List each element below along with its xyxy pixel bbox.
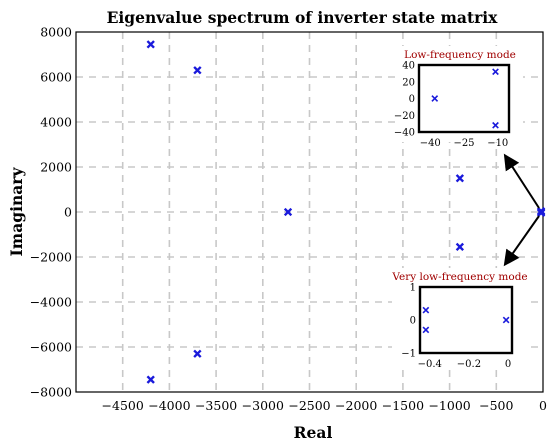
main-points: [146, 40, 546, 384]
x-tick-label: 0: [505, 359, 511, 370]
eigenvalue-point: [193, 349, 202, 358]
x-tick-label: −1500: [382, 398, 424, 413]
low-frequency-inset-points: [431, 68, 499, 129]
y-tick-label: −40: [394, 128, 415, 139]
y-tick-label: −4000: [30, 294, 72, 309]
very-low-frequency-inset-title: Very low-frequency mode: [391, 271, 527, 283]
eigenvalue-point: [455, 242, 465, 252]
very-low-frequency-inset-ticks: −0.4 −0.2 0 1 0 −1: [401, 283, 511, 371]
arrow-to-very-low-frequency-inset: [503, 215, 540, 267]
x-tick-label: −25: [453, 138, 474, 149]
x-tick-label: −4500: [102, 398, 144, 413]
x-tick-label: −0.4: [418, 359, 442, 370]
x-tick-label: −40: [420, 138, 441, 149]
y-tick-label: 40: [402, 61, 415, 72]
x-tick-label: −0.2: [457, 359, 481, 370]
eigenvalue-point: [146, 40, 155, 49]
y-tick-label: −1: [401, 349, 416, 360]
y-tick-label: −8000: [30, 384, 72, 399]
y-tick-label: 0: [410, 316, 416, 327]
x-tick-label: −10: [487, 138, 508, 149]
y-tick-label: 8000: [40, 24, 72, 39]
y-tick-label: −2000: [30, 249, 72, 264]
x-tick-label: −2000: [335, 398, 377, 413]
low-frequency-inset-frame: [417, 63, 511, 134]
y-tick-label: 0: [64, 204, 72, 219]
x-tick-label: −2500: [288, 398, 330, 413]
low-frequency-point: [431, 95, 439, 102]
x-tick-label: −4000: [148, 398, 190, 413]
x-tick-label: −1000: [428, 398, 470, 413]
very-low-frequency-inset: Very low-frequency mode −0.4 −0.2 0 1 0 −1: [391, 268, 528, 370]
x-tick-label: 0: [539, 398, 547, 413]
eigenvalue-point: [536, 208, 546, 218]
y-tick-label: 0: [409, 94, 415, 105]
low-frequency-point: [492, 121, 499, 129]
y-tick-label: 1: [410, 283, 416, 294]
y-axis-label: Imaginary: [7, 167, 26, 257]
eigenvalue-point: [283, 207, 293, 217]
eigenvalue-point: [146, 375, 155, 384]
y-tick-label: 6000: [40, 69, 72, 84]
y-tick-label: 2000: [40, 159, 72, 174]
y-tick-label: 4000: [40, 114, 72, 129]
very-low-frequency-inset-frame: [418, 285, 514, 355]
low-frequency-point: [492, 68, 499, 76]
very-low-frequency-point: [422, 326, 430, 334]
x-axis-label: Real: [294, 423, 333, 442]
eigenvalue-point: [455, 174, 465, 183]
x-tick-label: −500: [479, 398, 513, 413]
very-low-frequency-point: [422, 306, 430, 314]
x-tick-label: −3500: [195, 398, 237, 413]
eigenvalue-point: [193, 66, 202, 75]
chart-title: Eigenvalue spectrum of inverter state ma…: [107, 8, 499, 27]
main-tick-labels: −4500 −4000 −3500 −3000 −2500 −2000 −1500 −1000…: [30, 24, 547, 413]
y-tick-label: −20: [394, 111, 415, 122]
very-low-frequency-point: [502, 316, 510, 324]
low-frequency-inset-title: Low-frequency mode: [404, 49, 516, 61]
low-frequency-inset-ticks: −40 −25 −10 40 20 0 −20 −40: [394, 61, 508, 150]
very-low-frequency-inset-points: [422, 306, 510, 334]
x-tick-label: −3000: [242, 398, 284, 413]
low-frequency-inset: Low-frequency mode −40 −25 −10 40 20 0 −20 −40: [394, 46, 523, 149]
arrow-to-low-frequency-inset: [503, 153, 540, 209]
y-tick-label: 20: [402, 77, 415, 88]
y-tick-label: −6000: [30, 339, 72, 354]
